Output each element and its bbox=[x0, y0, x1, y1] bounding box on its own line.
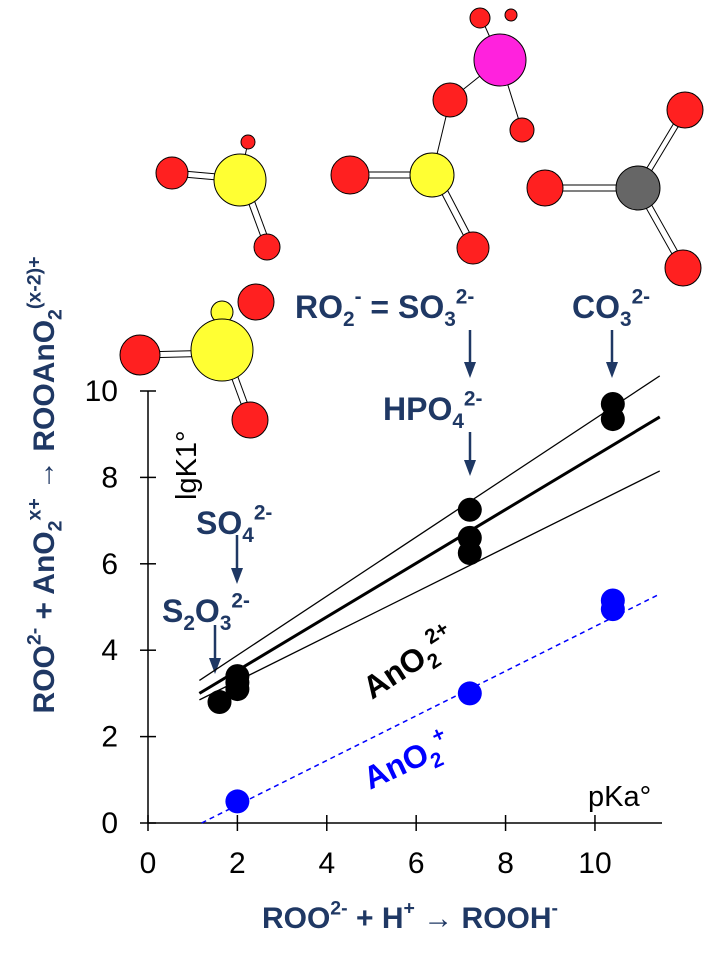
atom bbox=[667, 92, 703, 128]
x-tick-label: 2 bbox=[229, 847, 246, 880]
annotation: CO32- bbox=[572, 286, 650, 331]
text-part: pKa° bbox=[588, 781, 651, 813]
atom bbox=[191, 319, 253, 381]
chart: 02468100246810RO2- = SO32-CO32-HPO42-SO4… bbox=[0, 0, 705, 954]
atom bbox=[331, 156, 369, 194]
text-part: 2- bbox=[632, 286, 651, 309]
point bbox=[601, 597, 625, 621]
text-part: - bbox=[355, 286, 362, 309]
atom bbox=[238, 284, 274, 320]
text-part: 2 bbox=[183, 612, 195, 635]
text-part: + bbox=[428, 722, 449, 748]
y-tick-label: 2 bbox=[101, 721, 118, 754]
text-part: 2 bbox=[343, 308, 355, 331]
text-part: 2 bbox=[45, 309, 67, 320]
annotation: pKa° bbox=[588, 781, 651, 813]
atom bbox=[527, 170, 563, 206]
text-part: S bbox=[162, 593, 183, 629]
text-part: ROO bbox=[28, 645, 61, 713]
x-tick-label: 4 bbox=[318, 847, 335, 880]
annotation: S2O32- bbox=[162, 590, 250, 635]
y-axis-label: ROO2- + AnO2x+ → ROOAnO2(x-2)+ bbox=[24, 257, 67, 714]
x-axis-label: ROO2- + H+ → ROOH- bbox=[262, 898, 558, 936]
text-part: → ROOAnO bbox=[28, 320, 61, 498]
atom bbox=[665, 250, 701, 286]
y-tick-label: 8 bbox=[101, 461, 118, 494]
y-tick-label: 10 bbox=[85, 375, 118, 408]
x-tick-label: 6 bbox=[408, 847, 425, 880]
point bbox=[458, 681, 482, 705]
annotation: HPO42- bbox=[383, 388, 482, 433]
text-part: 4 bbox=[452, 410, 464, 433]
annotation: SO42- bbox=[196, 502, 272, 547]
atom bbox=[410, 153, 454, 197]
text-part: 2+ bbox=[421, 617, 453, 649]
text-part: 2- bbox=[456, 286, 475, 309]
annotation: lgK1° bbox=[171, 430, 203, 500]
text-part: AnO bbox=[358, 735, 434, 796]
x-tick-label: 10 bbox=[578, 847, 611, 880]
text-part: lgK1° bbox=[171, 430, 203, 500]
text-part: SO bbox=[196, 505, 242, 541]
annotation: AnO2+ bbox=[356, 722, 458, 802]
text-part: - bbox=[552, 898, 559, 920]
text-part: 3 bbox=[444, 308, 456, 331]
text-part: ROO bbox=[262, 902, 330, 935]
atom bbox=[232, 402, 268, 438]
atom bbox=[156, 157, 188, 189]
point bbox=[458, 498, 482, 522]
point bbox=[601, 407, 625, 431]
text-part: CO bbox=[572, 289, 620, 325]
atom bbox=[433, 83, 467, 117]
point bbox=[458, 541, 482, 565]
x-tick-label: 0 bbox=[140, 847, 157, 880]
text-part: + AnO bbox=[28, 531, 61, 627]
y-tick-label: 4 bbox=[101, 634, 118, 667]
annotation: AnO22+ bbox=[354, 617, 465, 711]
point bbox=[225, 677, 249, 701]
text-part: 2- bbox=[231, 590, 250, 613]
atom bbox=[616, 166, 660, 210]
molecules bbox=[120, 8, 703, 438]
text-part: 4 bbox=[242, 524, 254, 547]
text-part: 2- bbox=[254, 502, 273, 525]
text-part: 2- bbox=[330, 898, 347, 920]
atom bbox=[120, 335, 160, 375]
text-part: AnO bbox=[356, 639, 432, 706]
text-part: = SO bbox=[362, 289, 445, 325]
text-part: RO bbox=[295, 289, 343, 325]
text-part: + bbox=[403, 898, 414, 920]
atom bbox=[214, 154, 266, 206]
atom bbox=[474, 34, 526, 86]
text-part: 2 bbox=[45, 520, 67, 531]
y-tick-label: 6 bbox=[101, 548, 118, 581]
text-part: O bbox=[195, 593, 220, 629]
atom bbox=[505, 9, 517, 21]
annotation: RO2- = SO32- bbox=[295, 286, 474, 331]
atom bbox=[457, 232, 489, 264]
text-part: 3 bbox=[620, 308, 632, 331]
text-part: x+ bbox=[24, 498, 46, 520]
text-part: HPO bbox=[383, 391, 452, 427]
text-part: + H bbox=[348, 902, 404, 935]
y-tick-label: 0 bbox=[101, 807, 118, 840]
text-part: (x-2)+ bbox=[24, 257, 46, 310]
text-part: 3 bbox=[220, 612, 232, 635]
text-part: 2- bbox=[464, 388, 483, 411]
point bbox=[225, 789, 249, 813]
atom bbox=[510, 118, 534, 142]
text-part: → ROOH bbox=[415, 902, 552, 935]
x-tick-label: 8 bbox=[497, 847, 514, 880]
atom bbox=[254, 234, 280, 260]
atom bbox=[241, 135, 255, 149]
text-part: 2- bbox=[24, 628, 46, 645]
atom bbox=[470, 8, 490, 28]
